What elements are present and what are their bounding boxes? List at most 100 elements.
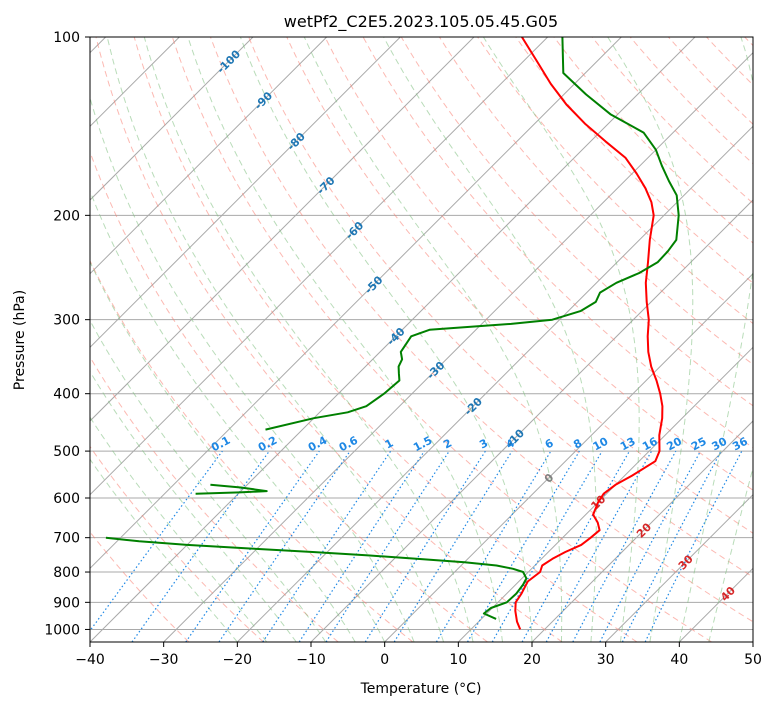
moist-adiabat-line — [482, 37, 640, 642]
y-tick-label: 400 — [53, 387, 80, 403]
mixing-ratio-line — [298, 450, 425, 642]
isotherm-line — [752, 641, 753, 642]
mixing-ratio-label: 6 — [543, 436, 556, 451]
mixing-ratio-line — [364, 450, 486, 642]
temperature-profile-line — [514, 37, 664, 630]
dewpoint-profile-line — [265, 37, 680, 431]
x-tick-label: −40 — [75, 652, 105, 668]
moist-adiabat-line — [187, 37, 503, 642]
dry-adiabat-label: -100 — [215, 47, 244, 76]
isotherm-line — [90, 37, 401, 349]
moist-adiabat-line — [143, 37, 474, 642]
isotherm-line — [605, 493, 753, 642]
mixing-ratio-label: 13 — [618, 435, 638, 454]
dry-adiabat-line — [286, 37, 753, 534]
isotherm-line — [531, 420, 753, 642]
isotherm-line — [384, 272, 753, 642]
x-axis-label: Temperature (°C) — [360, 681, 482, 697]
dry-adiabat-line — [362, 37, 753, 449]
x-tick-label: 10 — [449, 652, 467, 668]
isotherm-line — [90, 37, 254, 201]
chart-title: wetPf2_C2E5.2023.105.05.45.G05 — [284, 12, 558, 32]
mixing-ratio-line — [90, 450, 223, 632]
dry-adiabat-line — [133, 37, 638, 642]
plot-frame — [89, 36, 754, 643]
isotherm-line — [90, 37, 328, 275]
dry-adiabat-line — [90, 531, 190, 642]
mixing-ratio-label: 20 — [664, 435, 684, 454]
x-tick-label: −10 — [296, 652, 326, 668]
mixing-ratio-line — [644, 450, 743, 642]
x-tick-label: 30 — [597, 652, 615, 668]
mixing-ratio-line — [521, 450, 631, 642]
dry-adiabat-line — [438, 37, 753, 366]
dewpoint-profile-line — [105, 536, 528, 620]
moist-adiabat-line — [90, 458, 238, 642]
y-tick-label: 600 — [53, 491, 80, 507]
isotherm-line — [678, 567, 753, 642]
mixing-ratio-label: 36 — [730, 435, 750, 454]
dry-adiabat-line — [248, 37, 753, 578]
x-tick-label: 0 — [380, 652, 389, 668]
moist-adiabat-line — [90, 189, 386, 642]
mixing-ratio-line — [325, 450, 450, 642]
dry-adiabat-line — [744, 37, 753, 47]
moist-adiabat-line — [303, 37, 563, 642]
isotherm-line — [236, 125, 753, 642]
dry-adiabat-label: -80 — [285, 130, 308, 153]
dry-adiabat-line — [553, 37, 753, 244]
y-tick-label: 100 — [53, 30, 80, 46]
isotherm-line — [90, 37, 622, 570]
isotherm-line — [310, 199, 753, 642]
dry-adiabat-line — [515, 37, 753, 284]
mixing-ratio-line — [185, 450, 320, 642]
mixing-ratio-line — [545, 450, 653, 642]
dry-adiabat-line — [210, 37, 753, 623]
mixing-ratio-label: 30 — [710, 435, 730, 454]
moist-adiabat-line — [383, 37, 597, 642]
dry-adiabat-line — [90, 150, 488, 642]
dry-adiabat-line — [90, 445, 264, 642]
mixing-ratio-label: 2 — [441, 436, 454, 451]
dry-adiabat-line — [668, 37, 753, 125]
mixing-ratio-label: 16 — [640, 435, 660, 454]
y-tick-label: 300 — [53, 313, 80, 329]
x-tick-label: 40 — [670, 652, 688, 668]
isotherm-line — [90, 37, 475, 422]
dewpoint-profile-line — [195, 483, 268, 495]
dry-adiabat-line — [324, 37, 753, 491]
dry-adiabat-line — [95, 37, 563, 642]
dry-adiabat-line — [706, 37, 753, 86]
y-tick-label: 200 — [53, 208, 80, 224]
moist-adiabat-line — [106, 37, 445, 642]
mixing-ratio-label: 25 — [689, 435, 709, 454]
mixing-ratio-line — [572, 450, 677, 642]
y-tick-label: 800 — [53, 565, 80, 581]
y-tick-label: 1000 — [44, 622, 80, 638]
y-tick-label: 700 — [53, 531, 80, 547]
mixing-ratio-label: 10 — [591, 435, 611, 454]
y-tick-label: 900 — [53, 595, 80, 611]
moist-adiabat-line — [90, 370, 297, 642]
isotherm-line — [90, 37, 696, 642]
dry-adiabat-line — [591, 37, 753, 204]
moist-adiabat-line — [239, 37, 533, 642]
moist-adiabat-line — [607, 37, 694, 642]
x-tick-label: 20 — [523, 652, 541, 668]
y-tick-label: 500 — [53, 444, 80, 460]
isotherm-line — [457, 346, 753, 642]
x-tick-label: 50 — [744, 652, 762, 668]
moist-adiabat-line — [90, 319, 327, 642]
dry-adiabat-line — [400, 37, 753, 407]
mixing-ratio-line — [393, 450, 513, 642]
moist-adiabat-line — [90, 96, 415, 642]
moist-adiabat-line — [90, 416, 268, 642]
x-tick-label: −30 — [149, 652, 179, 668]
mixing-ratio-line — [218, 450, 351, 642]
isotherm-line — [90, 37, 549, 496]
mixing-ratio-line — [262, 450, 392, 642]
isotherm-line — [163, 51, 753, 642]
axes: −40 −30 −20 −10 0 10 20 30 40 50 100 200 300 400 500 60… — [44, 30, 762, 668]
plot-area: 0.1 0.2 0.4 0.6 1 1.5 2 3 4 6 8 10 13 16 20 25 30 36-100-… — [90, 37, 753, 642]
